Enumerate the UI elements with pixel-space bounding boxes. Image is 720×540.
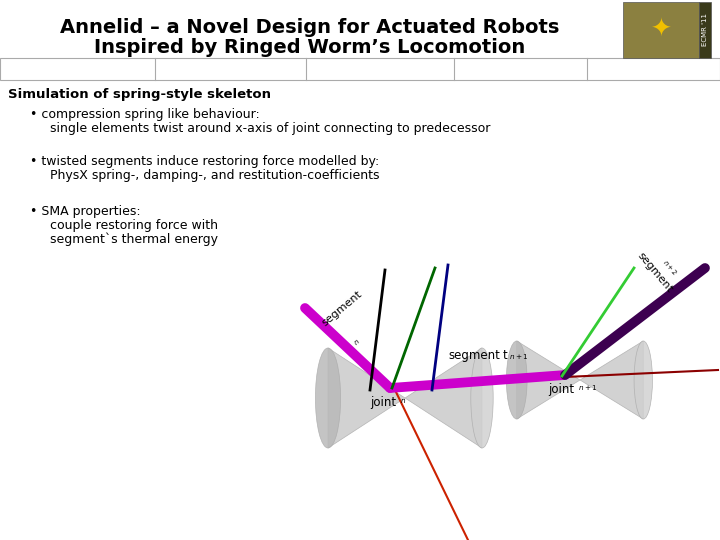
Text: $_n$: $_n$ [352,336,363,348]
Text: Simulation of spring-style skeleton: Simulation of spring-style skeleton [8,88,271,101]
Bar [0,58,720,80]
Bar [623,2,699,58]
Polygon shape [517,341,580,419]
Text: $_{n+1}$: $_{n+1}$ [578,383,598,393]
Text: $_n$: $_n$ [400,396,406,406]
Text: Inspired by Ringed Worm’s Locomotion: Inspired by Ringed Worm’s Locomotion [94,38,526,57]
Text: Locomotion: Locomotion [486,63,554,76]
Text: • compression spring like behaviour:: • compression spring like behaviour: [30,108,260,121]
Text: $_{n+2}$: $_{n+2}$ [660,258,680,278]
Text: segment`s thermal energy: segment`s thermal energy [42,233,218,246]
Ellipse shape [471,348,493,448]
Text: Annelid – a Novel Design for Actuated Robots: Annelid – a Novel Design for Actuated Ro… [60,18,559,37]
Text: joint: joint [370,396,396,409]
Text: segment: segment [635,251,674,295]
Bar [699,2,711,58]
Text: Thermal Model: Thermal Model [336,63,424,76]
Text: • twisted segments induce restoring force modelled by:: • twisted segments induce restoring forc… [30,155,379,168]
Text: PhysX spring-, damping-, and restitution-coefficients: PhysX spring-, damping-, and restitution… [42,169,379,182]
Text: couple restoring force with: couple restoring force with [42,219,218,232]
Ellipse shape [506,341,527,419]
Polygon shape [405,348,482,448]
Text: segment: segment [448,349,500,362]
Text: $_{n+1}$: $_{n+1}$ [509,352,528,362]
Text: Conclusion: Conclusion [621,63,685,76]
Text: ✦: ✦ [650,18,672,42]
Text: joint: joint [548,383,574,396]
Ellipse shape [315,348,341,448]
Ellipse shape [634,341,652,419]
Polygon shape [580,341,643,419]
Text: ECMR '11: ECMR '11 [702,14,708,46]
Text: single elements twist around x-axis of joint connecting to predecessor: single elements twist around x-axis of j… [42,122,490,135]
Text: • SMA properties:: • SMA properties: [30,205,140,218]
Text: segment: segment [320,289,364,328]
Text: Construction II: Construction II [181,63,279,76]
Text: Simulation Overview: Simulation Overview [16,63,139,76]
Text: t: t [503,349,508,362]
Polygon shape [328,348,405,448]
